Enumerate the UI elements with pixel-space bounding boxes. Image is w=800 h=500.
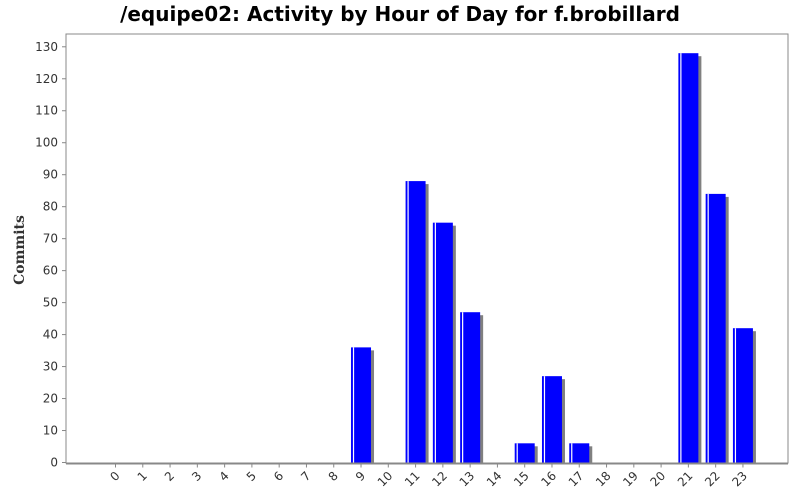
x-tick-label: 9 (353, 469, 368, 484)
y-tick-label: 50 (43, 296, 58, 310)
y-tick-label: 60 (43, 264, 58, 278)
y-tick-label: 90 (43, 168, 58, 182)
bar-hour-11 (405, 181, 426, 463)
y-axis-title: Commits (12, 215, 28, 285)
x-tick-label: 20 (648, 469, 669, 490)
bar-hour-15 (514, 443, 535, 463)
x-tick-label: 19 (620, 469, 641, 490)
x-axis: 0 1 2 3 4 5 6 7 8 9 10 11 12 13 14 15 16 17 18 19 20 21 22 23 (107, 464, 750, 489)
bar-hour-9 (351, 347, 372, 463)
y-tick-label: 40 (43, 328, 58, 342)
x-tick-label: 10 (375, 469, 396, 490)
chart-title: /equipe02: Activity by Hour of Day for f… (120, 2, 680, 26)
y-tick-label: 110 (35, 104, 58, 118)
x-tick-label: 3 (189, 469, 204, 484)
x-tick-label: 21 (675, 469, 696, 490)
y-tick-label: 120 (35, 72, 58, 86)
y-tick-label: 0 (50, 456, 58, 470)
bar-hour-22 (705, 193, 726, 463)
x-tick-label: 0 (107, 469, 122, 484)
y-tick-label: 130 (35, 40, 58, 54)
x-tick-label: 8 (326, 469, 341, 484)
bar-hour-17 (569, 443, 590, 463)
x-tick-label: 11 (402, 469, 423, 490)
x-tick-label: 7 (298, 469, 313, 484)
x-tick-label: 18 (593, 469, 614, 490)
x-tick-label: 5 (244, 469, 259, 484)
y-tick-label: 10 (43, 424, 58, 438)
x-tick-label: 22 (702, 469, 723, 490)
x-tick-label: 1 (135, 469, 150, 484)
y-tick-label: 80 (43, 200, 58, 214)
x-tick-label: 12 (429, 469, 450, 490)
bar-hour-21 (678, 53, 699, 463)
x-tick-label: 23 (729, 469, 750, 490)
x-tick-label: 13 (457, 469, 478, 490)
bar-hour-23 (732, 328, 753, 463)
y-tick-label: 30 (43, 360, 58, 374)
y-tick-label: 100 (35, 136, 58, 150)
x-tick-label: 14 (484, 469, 505, 490)
bar-hour-16 (541, 376, 562, 463)
x-tick-label: 4 (216, 469, 231, 484)
x-tick-label: 6 (271, 469, 286, 484)
bars (351, 53, 756, 463)
y-axis: 0 10 20 30 40 50 60 70 80 90 100 110 120 130 (35, 40, 788, 470)
x-tick-label: 17 (566, 469, 587, 490)
bar-hour-13 (460, 312, 481, 463)
x-tick-label: 15 (511, 469, 532, 490)
bar-hour-12 (432, 222, 453, 463)
x-tick-label: 16 (538, 469, 559, 490)
y-tick-label: 20 (43, 392, 58, 406)
x-tick-label: 2 (162, 469, 177, 484)
y-tick-label: 70 (43, 232, 58, 246)
